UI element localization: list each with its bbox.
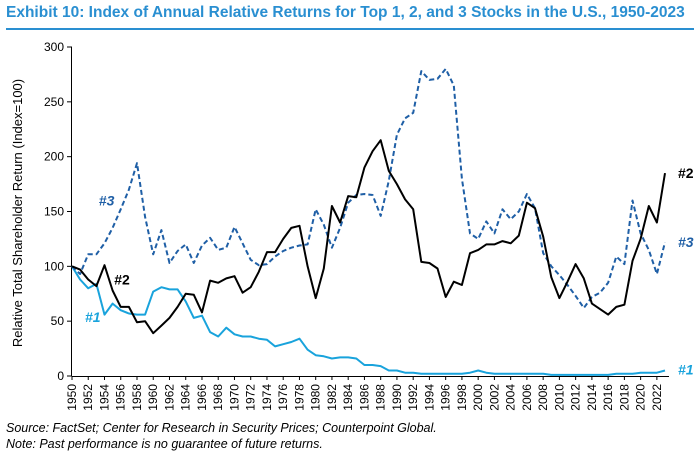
series-annotation: #2 (114, 271, 130, 287)
series-labels: #3 #2 #1 #2 #3 #1 (85, 165, 694, 377)
series-line-top2 (71, 139, 666, 335)
x-tick-label: 2012 (569, 384, 583, 411)
x-tick-label: 1954 (97, 384, 111, 411)
series-line-top1 (71, 265, 666, 376)
disclaimer-note: Note: Past performance is no guarantee o… (6, 437, 323, 451)
x-tick-label: 1978 (292, 384, 306, 411)
x-tick-label: 2000 (471, 384, 485, 411)
series-annotation: #1 (678, 361, 694, 377)
x-tick-label: 1984 (341, 384, 355, 411)
x-tick-label: 1968 (211, 384, 225, 411)
y-tick-label: 150 (44, 205, 64, 219)
x-tick-label: 2010 (552, 384, 566, 411)
y-tick-label: 250 (44, 95, 64, 109)
x-tick-label: 1972 (244, 384, 258, 411)
chart-title: Exhibit 10: Index of Annual Relative Ret… (6, 4, 685, 21)
x-tick-label: 1956 (114, 384, 128, 411)
x-tick-label: 1976 (276, 384, 290, 411)
x-tick-label: 2002 (487, 384, 501, 411)
x-tick-label: 1974 (260, 384, 274, 411)
x-tick-label: 2022 (650, 384, 664, 411)
x-tick-label: 1986 (357, 384, 371, 411)
x-tick-label: 1980 (309, 384, 323, 411)
x-tick-label: 2018 (617, 384, 631, 411)
y-tick-label: 200 (44, 150, 64, 164)
x-tick-label: 1966 (195, 384, 209, 411)
series-annotation: #3 (99, 193, 115, 209)
y-tick-label: 50 (51, 314, 65, 328)
x-tick-label: 1960 (146, 384, 160, 411)
x-tick-label: 1990 (390, 384, 404, 411)
x-tick-label: 2008 (536, 384, 550, 411)
x-tick-label: 1982 (325, 384, 339, 411)
x-tick-label: 2014 (585, 384, 599, 411)
x-tick-label: 1996 (439, 384, 453, 411)
series-annotation: #2 (678, 165, 694, 181)
x-tick-label: 2006 (520, 384, 534, 411)
y-tick-label: 300 (44, 40, 64, 54)
y-tick-label: 0 (57, 369, 64, 383)
x-tick-label: 1988 (374, 384, 388, 411)
x-tick-label: 1994 (422, 384, 436, 411)
y-axis-label-group: Relative Total Shareholder Return (Index… (10, 79, 25, 347)
y-axis-label: Relative Total Shareholder Return (Index… (10, 79, 25, 347)
series-annotation: #3 (678, 234, 694, 250)
series-annotation: #1 (85, 309, 101, 325)
x-tick-label: 1992 (406, 384, 420, 411)
line-chart: Relative Total Shareholder Return (Index… (10, 40, 694, 411)
x-tick-label: 1998 (455, 384, 469, 411)
title-rule (6, 28, 694, 30)
x-tick-label: 2004 (504, 384, 518, 411)
x-tick-label: 2020 (634, 384, 648, 411)
x-tick-label: 1964 (179, 384, 193, 411)
x-tick-label: 1970 (227, 384, 241, 411)
x-tick-label: 1958 (130, 384, 144, 411)
series-line-top3 (71, 67, 666, 309)
series-group (71, 67, 666, 376)
footnotes: Source: FactSet; Center for Research in … (6, 420, 437, 452)
y-tick-label: 100 (44, 259, 64, 273)
x-tick-label: 2016 (601, 384, 615, 411)
x-tick-label: 1962 (162, 384, 176, 411)
x-tick-label: 1952 (81, 384, 95, 411)
source-note: Source: FactSet; Center for Research in … (6, 421, 437, 435)
x-tick-label: 1950 (65, 384, 79, 411)
